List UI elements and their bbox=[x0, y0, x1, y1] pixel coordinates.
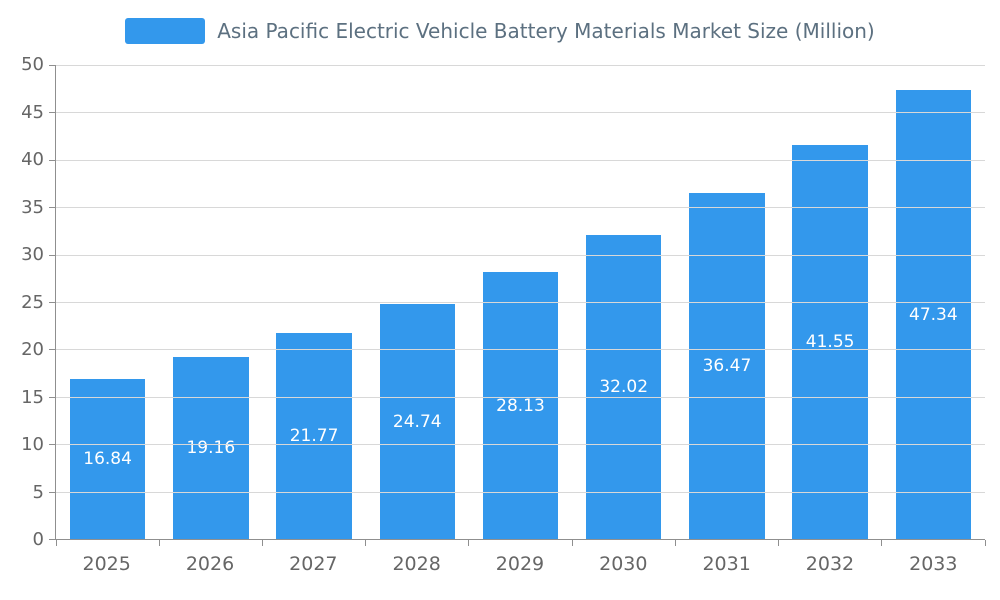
y-tick bbox=[49, 112, 55, 114]
x-tick bbox=[158, 540, 160, 546]
gridline bbox=[56, 444, 985, 446]
bar-slot: 19.16 bbox=[159, 65, 262, 539]
x-axis-label: 2030 bbox=[599, 553, 648, 575]
bar-value-label: 16.84 bbox=[83, 449, 132, 470]
x-tick bbox=[571, 540, 573, 546]
gridline bbox=[56, 112, 985, 114]
bar[interactable]: 28.13 bbox=[482, 272, 559, 539]
bar-slot: 28.13 bbox=[469, 65, 572, 539]
y-tick bbox=[49, 302, 55, 303]
bar[interactable]: 36.47 bbox=[689, 193, 765, 539]
y-tick bbox=[49, 159, 55, 161]
y-tick bbox=[49, 396, 55, 398]
bar[interactable]: 16.84 bbox=[69, 379, 146, 539]
y-tick bbox=[49, 254, 55, 256]
gridline bbox=[56, 159, 985, 161]
plot-area: 16.84 19.16 21.77 24.74 28.13 32.02 36.47 41.55… bbox=[49, 65, 986, 546]
x-tick bbox=[881, 540, 883, 546]
legend-swatch bbox=[125, 18, 206, 44]
y-axis-label: 5 bbox=[32, 481, 44, 503]
y-axis-label: 45 bbox=[21, 101, 44, 123]
bar-slot: 32.02 bbox=[572, 65, 675, 539]
y-axis-label: 25 bbox=[21, 291, 44, 313]
y-axis-label: 10 bbox=[21, 434, 44, 455]
gridline bbox=[56, 65, 985, 66]
x-axis-label: 2026 bbox=[185, 553, 235, 575]
bar[interactable]: 32.02 bbox=[586, 235, 662, 539]
bar-value-label: 21.77 bbox=[289, 425, 339, 446]
x-axis-label: 2032 bbox=[805, 553, 855, 575]
y-axis-label: 35 bbox=[21, 196, 44, 218]
y-axis-label: 20 bbox=[21, 339, 44, 360]
gridline bbox=[56, 302, 985, 303]
gridline bbox=[56, 491, 985, 493]
y-tick bbox=[49, 444, 55, 446]
x-axis: 2025 2026 2027 2028 2029 2030 2031 2032 2033 bbox=[55, 541, 985, 574]
gridline bbox=[56, 396, 985, 398]
y-axis-label: 15 bbox=[21, 386, 44, 408]
bar[interactable]: 47.34 bbox=[895, 90, 972, 539]
bar-slot: 16.84 bbox=[56, 65, 159, 539]
y-axis-label: 40 bbox=[21, 149, 44, 170]
x-axis-label: 2033 bbox=[909, 553, 958, 575]
y-axis-label: 50 bbox=[21, 54, 44, 75]
y-axis: 0 5 10 15 20 25 30 35 40 45 50 bbox=[0, 56, 44, 549]
bar-value-label: 19.16 bbox=[186, 438, 236, 459]
bar[interactable]: 41.55 bbox=[792, 145, 868, 539]
x-tick bbox=[365, 540, 367, 546]
bar-value-label: 28.13 bbox=[496, 395, 545, 416]
x-tick bbox=[984, 540, 986, 546]
legend[interactable]: Asia Pacific Electric Vehicle Battery Ma… bbox=[0, 16, 1000, 46]
bar-slot: 36.47 bbox=[675, 65, 778, 539]
y-axis-label: 30 bbox=[21, 244, 44, 265]
bar[interactable]: 24.74 bbox=[379, 304, 455, 539]
y-tick bbox=[49, 207, 55, 209]
y-tick bbox=[49, 539, 55, 540]
x-tick bbox=[468, 540, 470, 546]
bar-slot: 47.34 bbox=[882, 65, 985, 539]
x-axis-label: 2027 bbox=[289, 553, 338, 575]
x-axis-label: 2029 bbox=[495, 553, 545, 575]
y-tick bbox=[49, 349, 55, 351]
chart-title: Asia Pacific Electric Vehicle Battery Ma… bbox=[217, 19, 875, 43]
x-tick bbox=[674, 540, 676, 546]
y-tick bbox=[49, 491, 55, 493]
bar-value-label: 36.47 bbox=[702, 356, 752, 377]
x-axis-label: 2031 bbox=[702, 553, 751, 575]
y-axis-label: 0 bbox=[32, 529, 44, 550]
gridline bbox=[56, 207, 985, 209]
bar[interactable]: 19.16 bbox=[173, 357, 249, 539]
bar-slot: 21.77 bbox=[262, 65, 365, 539]
bar-value-label: 24.74 bbox=[392, 411, 442, 432]
x-axis-label: 2028 bbox=[392, 553, 441, 575]
bar-value-label: 41.55 bbox=[805, 332, 855, 353]
gridline bbox=[56, 254, 985, 256]
bar-slot: 24.74 bbox=[366, 65, 469, 539]
bar-value-label: 32.02 bbox=[599, 377, 649, 398]
gridline bbox=[56, 349, 985, 351]
x-tick bbox=[261, 540, 263, 546]
bar[interactable]: 21.77 bbox=[276, 332, 352, 539]
bars-container: 16.84 19.16 21.77 24.74 28.13 32.02 36.47 41.55… bbox=[56, 65, 985, 539]
x-axis-label: 2025 bbox=[82, 553, 131, 575]
x-tick bbox=[778, 540, 780, 546]
x-tick bbox=[55, 540, 57, 546]
bar-value-label: 47.34 bbox=[909, 304, 958, 325]
bar-slot: 41.55 bbox=[779, 65, 882, 539]
y-tick bbox=[49, 65, 55, 66]
